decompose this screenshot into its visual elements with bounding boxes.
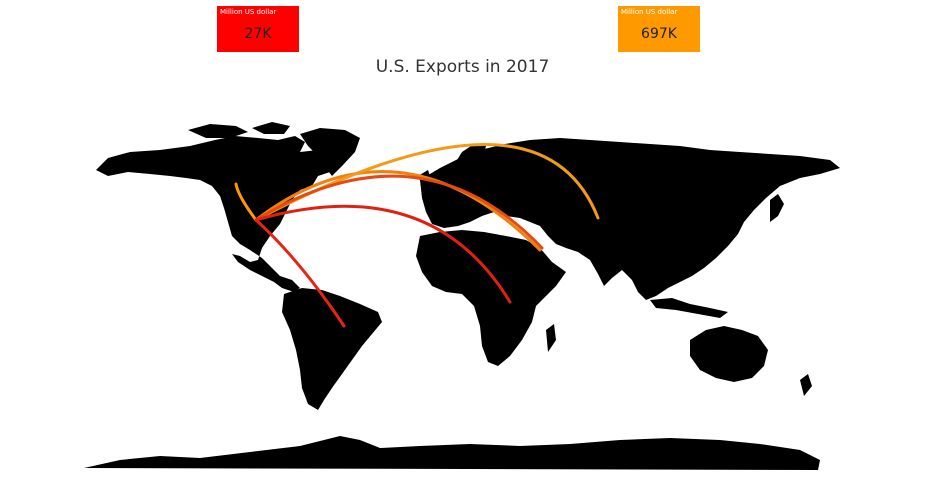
indonesia [650, 298, 728, 318]
arctic-islands [188, 122, 290, 138]
legend-max-caption: Million US dollar [621, 8, 678, 16]
map-title: U.S. Exports in 2017 [375, 57, 550, 77]
legend-max-box: Million US dollar 697K [618, 6, 700, 52]
africa [416, 230, 566, 366]
legend-min-box: Million US dollar 27K [217, 6, 299, 52]
madagascar [546, 324, 556, 352]
flow-arc-europe [254, 170, 542, 252]
flow-arc-south-america [254, 218, 346, 328]
land-masses [84, 122, 840, 470]
japan [770, 194, 784, 222]
flow-arc-africa [254, 204, 512, 304]
legend-min-value: 27K [244, 26, 272, 42]
flow-arc-canada [234, 182, 258, 222]
south-america [282, 288, 382, 410]
legend-max-value: 697K [641, 26, 677, 42]
north-america [96, 136, 332, 292]
flow-arc-middle-east [254, 174, 544, 250]
new-zealand [800, 374, 812, 396]
eurasia [420, 138, 840, 300]
antarctica [84, 436, 820, 470]
greenland [300, 128, 360, 176]
scandinavia [452, 144, 486, 178]
australia [690, 326, 768, 382]
flow-lines [234, 143, 600, 328]
legend-min-caption: Million US dollar [220, 8, 277, 16]
